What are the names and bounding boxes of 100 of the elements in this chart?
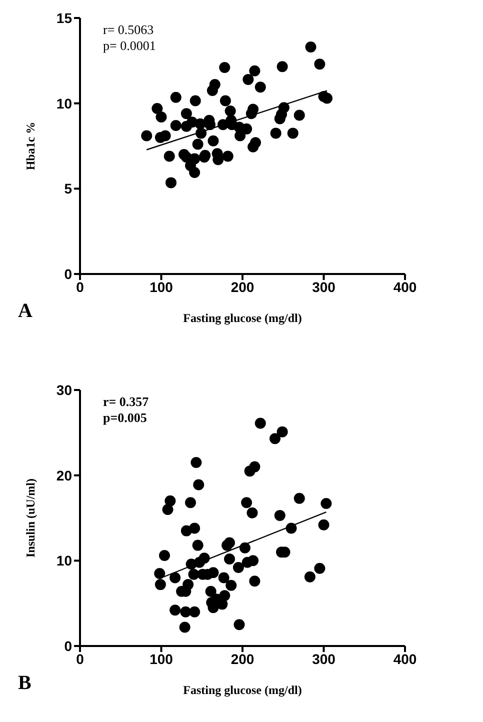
x-axis-title: Fasting glucose (mg/dl) — [183, 311, 302, 325]
point — [278, 102, 290, 114]
y-axis-title: Insulin (uU/ml) — [23, 478, 38, 558]
point — [314, 58, 326, 70]
point — [287, 128, 298, 139]
y-tick-label: 10 — [56, 95, 72, 112]
point — [294, 492, 305, 504]
point — [318, 519, 330, 530]
point — [208, 135, 219, 146]
point — [242, 74, 254, 85]
point — [190, 95, 201, 106]
point — [304, 571, 316, 582]
point — [180, 606, 192, 618]
point — [198, 552, 210, 564]
point — [314, 562, 326, 574]
point — [170, 92, 182, 103]
point — [219, 62, 230, 73]
point — [241, 497, 252, 508]
text: B — [18, 672, 32, 695]
point — [254, 418, 266, 429]
x-tick-label: 400 — [393, 278, 417, 295]
y-tick-label: 5 — [64, 180, 72, 197]
point — [248, 141, 259, 152]
point — [170, 572, 181, 584]
point — [164, 495, 176, 506]
point — [286, 522, 297, 534]
point — [218, 572, 230, 584]
point — [209, 79, 220, 90]
x-tick-label: 200 — [230, 650, 254, 667]
point — [246, 507, 258, 518]
point — [219, 590, 230, 602]
point — [270, 128, 282, 139]
point — [232, 562, 244, 573]
annotation: p=0.005 — [103, 410, 148, 426]
y-tick-label: 0 — [64, 638, 72, 654]
point — [190, 457, 202, 468]
point — [276, 61, 288, 72]
point — [224, 537, 235, 548]
point — [141, 130, 152, 142]
annotation: r= 0.5063 — [103, 22, 155, 38]
point — [196, 128, 207, 139]
text: A — [18, 300, 32, 323]
x-tick-label: 100 — [150, 650, 174, 667]
y-tick-label: 10 — [56, 552, 72, 569]
point — [274, 510, 286, 521]
point — [294, 110, 305, 121]
point — [170, 120, 182, 132]
point — [205, 586, 216, 597]
point — [164, 150, 175, 162]
point — [189, 153, 200, 164]
x-tick-label: 100 — [150, 278, 174, 295]
point — [166, 177, 176, 188]
point — [159, 550, 170, 562]
point — [180, 108, 192, 120]
point — [320, 498, 332, 509]
point — [270, 433, 280, 444]
point — [160, 130, 171, 142]
point — [220, 95, 231, 106]
point — [226, 580, 237, 591]
point — [192, 138, 204, 150]
point — [212, 154, 224, 166]
point — [185, 497, 196, 508]
y-tick-label: 0 — [64, 266, 72, 282]
x-tick-label: 0 — [76, 278, 84, 295]
point — [156, 111, 167, 122]
point — [222, 150, 234, 162]
point — [152, 102, 163, 114]
point — [249, 576, 260, 587]
point — [182, 579, 194, 590]
point — [208, 567, 219, 578]
point — [179, 622, 190, 633]
point — [154, 568, 166, 579]
point — [249, 461, 260, 472]
annotation: p= 0.0001 — [103, 38, 156, 54]
y-tick-label: 20 — [56, 467, 72, 484]
point — [234, 619, 245, 630]
point — [322, 92, 332, 104]
x-tick-label: 0 — [76, 650, 84, 667]
point — [189, 606, 200, 618]
point — [224, 553, 235, 564]
point — [234, 130, 246, 142]
point — [248, 104, 259, 115]
y-tick-label: 30 — [56, 382, 72, 398]
point — [254, 82, 266, 93]
y-axis-title: Hba1c % — [23, 122, 38, 170]
point — [239, 542, 250, 554]
point — [154, 579, 166, 590]
point — [248, 555, 259, 566]
x-tick-label: 400 — [393, 650, 417, 667]
point — [305, 42, 316, 53]
annotation: r= 0.357 — [103, 394, 149, 410]
x-tick-label: 300 — [312, 278, 336, 295]
point — [189, 166, 200, 178]
point — [224, 106, 236, 117]
point — [276, 426, 288, 438]
x-tick-label: 200 — [230, 278, 254, 295]
x-tick-label: 300 — [312, 650, 336, 667]
y-tick-label: 15 — [56, 10, 72, 26]
x-axis-title: Fasting glucose (mg/dl) — [183, 683, 302, 697]
point — [249, 65, 260, 76]
